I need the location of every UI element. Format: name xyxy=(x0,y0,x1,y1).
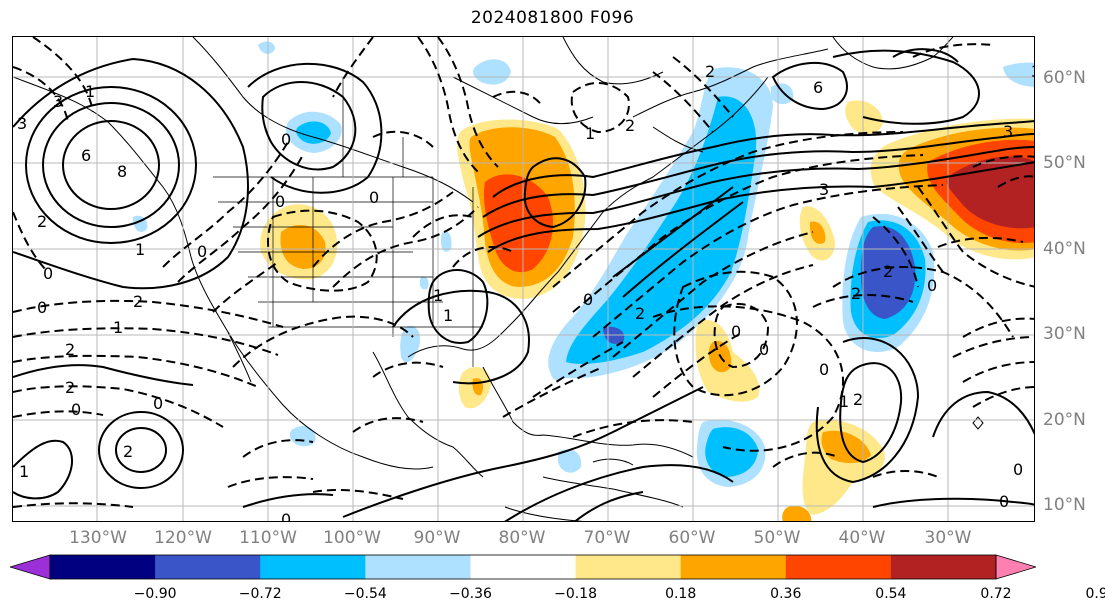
colorbar-outline xyxy=(49,554,997,580)
contour-label: 2 xyxy=(853,390,863,409)
lat-label-10n: 10°N xyxy=(1043,495,1086,515)
contour-label: 2 xyxy=(123,442,133,461)
lon-label-40w: 40°W xyxy=(838,528,886,548)
contour-label: 3 xyxy=(1031,62,1035,81)
colorbar-extend-low xyxy=(8,554,51,580)
contour-label: 3 xyxy=(17,114,27,133)
colorbar-segment xyxy=(155,555,261,579)
contour-label: 0 xyxy=(819,360,829,379)
colorbar-tick-label: 0.36 xyxy=(770,586,802,602)
contour-label: 0 xyxy=(197,242,207,261)
colorbar-tick-label: −0.36 xyxy=(448,586,492,602)
contour-label: 2 xyxy=(37,212,47,231)
colorbar-tick-label: 0.54 xyxy=(875,586,907,602)
contour-label: 0 xyxy=(71,400,81,419)
lon-label-100w: 100°W xyxy=(323,528,381,548)
graticule xyxy=(13,37,1034,521)
colorbar-tick-label: 0.90 xyxy=(1085,586,1105,602)
contour-label: 1 xyxy=(113,318,123,337)
colorbar-segment xyxy=(50,555,156,579)
contour-label: 8 xyxy=(117,162,127,181)
negative-contours xyxy=(13,37,1034,508)
contour-label: 2 xyxy=(851,284,861,303)
coastlines xyxy=(13,37,984,521)
colorbar-segment xyxy=(890,555,997,579)
colorbar-segment xyxy=(785,555,892,579)
contour-label: 0 xyxy=(583,290,593,309)
colorbar-segment xyxy=(680,555,787,579)
contour-label: 3 xyxy=(819,180,829,199)
colorbar-tick-label: −0.54 xyxy=(343,586,387,602)
contour-label: 1 xyxy=(85,82,95,101)
colorbar-tick-label: −0.90 xyxy=(133,586,177,602)
contour-label: 1 xyxy=(135,240,145,259)
lat-label-60n: 60°N xyxy=(1043,68,1086,88)
contour-label: 0 xyxy=(927,276,937,295)
lon-label-30w: 30°W xyxy=(924,528,972,548)
contour-label: 0 xyxy=(153,394,163,413)
contour-label: 0 xyxy=(281,130,291,149)
lon-label-50w: 50°W xyxy=(753,528,801,548)
colorbar xyxy=(8,554,1038,584)
colorbar-tick-label: −0.72 xyxy=(238,586,282,602)
map-canvas: 8 6 3 1 3 0 1 2 1 0 2 2 0 1 2 0 6 1 2 3 … xyxy=(13,37,1035,522)
contour-label: 2 xyxy=(65,340,75,359)
map-panel: 8 6 3 1 3 0 1 2 1 0 2 2 0 1 2 0 6 1 2 3 … xyxy=(12,36,1035,522)
contour-label: 2 xyxy=(65,378,75,397)
contour-label: 0 xyxy=(999,492,1009,511)
contour-label: 1 xyxy=(433,286,443,305)
colorbar-tick-label: −0.18 xyxy=(554,586,597,602)
contour-label: 6 xyxy=(81,146,91,165)
contour-label: 0 xyxy=(369,188,379,207)
contour-label: 3 xyxy=(53,92,63,111)
contour-label: 1 xyxy=(585,124,595,143)
colorbar-segment xyxy=(575,555,682,579)
contour-label: 2 xyxy=(133,292,143,311)
contour-label: 2 xyxy=(705,62,715,81)
colorbar-tick-label: 0.72 xyxy=(980,586,1012,602)
colorbar-tick-label: 0.18 xyxy=(665,586,697,602)
lon-label-60w: 60°W xyxy=(668,528,716,548)
map-title: 2024081800 F096 xyxy=(470,8,635,28)
lat-label-20n: 20°N xyxy=(1043,410,1086,430)
lon-label-110w: 110°W xyxy=(239,528,297,548)
lon-label-120w: 120°W xyxy=(154,528,212,548)
lon-label-70w: 70°W xyxy=(583,528,631,548)
contour-label: 1 xyxy=(443,306,453,325)
colorbar-segment xyxy=(365,555,471,579)
lat-label-30n: 30°N xyxy=(1043,324,1086,344)
contour-label: 2 xyxy=(625,116,635,135)
contour-label: 0 xyxy=(43,264,53,283)
contour-label: 1 xyxy=(839,392,849,411)
contour-label: 0 xyxy=(37,298,47,317)
lat-label-50n: 50°N xyxy=(1043,153,1086,173)
contour-label: 2 xyxy=(883,262,893,281)
contour-label: 2 xyxy=(635,304,645,323)
contour-label: 6 xyxy=(813,78,823,97)
contour-label: 0 xyxy=(759,340,769,359)
contour-label: 0 xyxy=(731,322,741,341)
contour-label: 0 xyxy=(281,510,291,522)
contour-label: 1 xyxy=(19,462,29,481)
contour-label: 0 xyxy=(1013,460,1023,479)
colorbar-segment xyxy=(470,555,577,579)
lon-label-130w: 130°W xyxy=(69,528,127,548)
lon-label-80w: 80°W xyxy=(498,528,546,548)
contour-label: 3 xyxy=(1003,122,1013,141)
lat-label-40n: 40°N xyxy=(1043,239,1086,259)
contour-labels: 8 6 3 1 3 0 1 2 1 0 2 2 0 1 2 0 6 1 2 3 … xyxy=(17,62,1035,522)
lon-label-90w: 90°W xyxy=(413,528,461,548)
colorbar-extend-high xyxy=(995,554,1038,580)
contour-label: 0 xyxy=(275,192,285,211)
colorbar-segment xyxy=(260,555,366,579)
